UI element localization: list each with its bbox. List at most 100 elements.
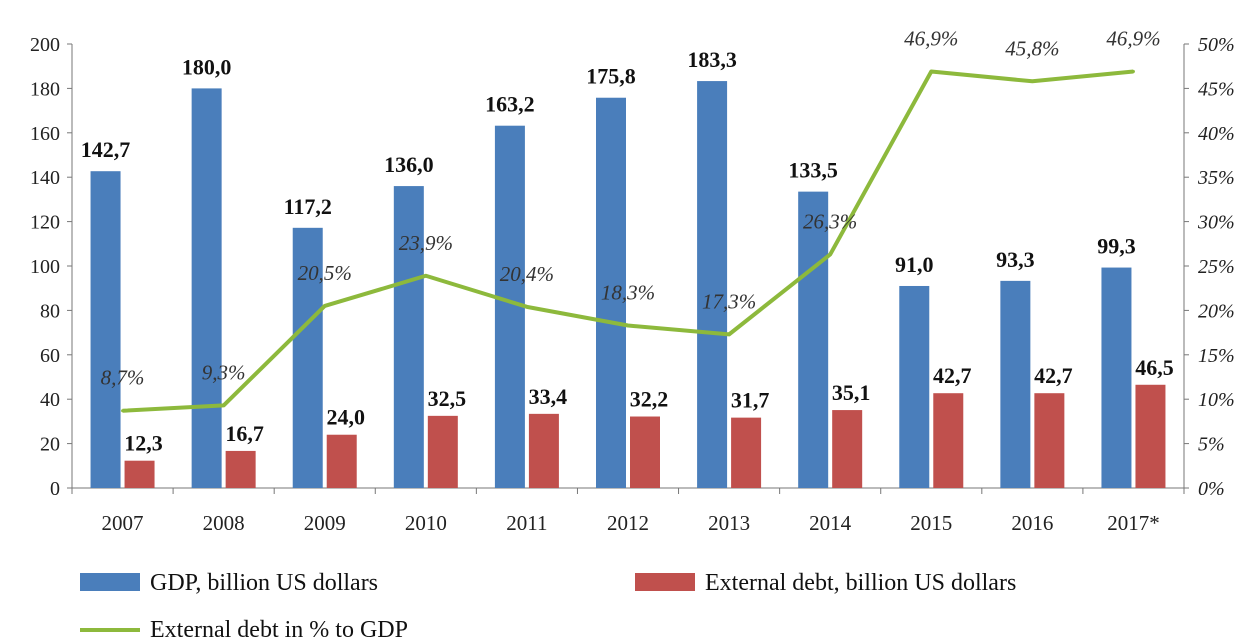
gdp-bar xyxy=(292,227,323,489)
legend-debt-swatch xyxy=(635,573,695,591)
debt-bar xyxy=(1034,393,1065,488)
x-tick-label: 2007 xyxy=(102,511,144,535)
pct-point xyxy=(121,409,125,413)
gdp-bar xyxy=(1101,267,1132,488)
bars-layer xyxy=(90,81,1166,489)
y-right-tick-label: 10% xyxy=(1198,389,1235,411)
gdp-bar xyxy=(393,186,424,488)
pct-point xyxy=(1030,79,1034,83)
pct-data-label: 20,5% xyxy=(298,261,352,285)
gdp-data-label: 175,8 xyxy=(586,64,636,89)
gdp-data-label: 142,7 xyxy=(81,137,131,162)
y-left-tick-label: 200 xyxy=(30,34,60,56)
y-right-tick-label: 5% xyxy=(1198,434,1225,456)
y-right-tick-label: 35% xyxy=(1197,167,1235,189)
x-tick-label: 2008 xyxy=(203,511,245,535)
y-left-tick-label: 180 xyxy=(30,78,60,100)
x-tick-label: 2017* xyxy=(1107,511,1160,535)
debt-bar xyxy=(630,416,660,488)
y-right-tick-label: 50% xyxy=(1198,34,1235,56)
pct-point xyxy=(424,274,428,278)
y-right-tick-label: 15% xyxy=(1198,345,1235,367)
legend-gdp-label: GDP, billion US dollars xyxy=(150,570,378,596)
debt-bar xyxy=(427,415,458,488)
y-left-tick-label: 60 xyxy=(40,345,60,367)
x-tick-label: 2010 xyxy=(405,511,447,535)
debt-data-label: 46,5 xyxy=(1135,355,1174,380)
pct-data-label: 17,3% xyxy=(702,289,756,313)
debt-data-label: 16,7 xyxy=(225,421,264,446)
y-left-tick-label: 20 xyxy=(40,434,60,456)
pct-line xyxy=(122,69,1134,413)
y-left-tick-label: 80 xyxy=(40,300,60,322)
pct-data-label: 23,9% xyxy=(399,231,453,255)
gdp-data-label: 99,3 xyxy=(1097,234,1136,259)
gdp-data-label: 183,3 xyxy=(687,47,737,72)
gdp-data-label: 163,2 xyxy=(485,92,535,117)
x-tick-label: 2013 xyxy=(708,511,750,535)
pct-data-label: 18,3% xyxy=(601,280,655,304)
y-right-tick-label: 30% xyxy=(1197,212,1235,234)
debt-data-label: 12,3 xyxy=(124,431,163,456)
debt-data-label: 42,7 xyxy=(933,363,972,388)
pct-data-label: 9,3% xyxy=(202,360,246,384)
x-tick-label: 2015 xyxy=(910,511,952,535)
gdp-bar xyxy=(798,191,829,488)
pct-point xyxy=(929,70,933,74)
gdp-data-label: 91,0 xyxy=(895,252,934,277)
gdp-bar xyxy=(697,81,728,488)
x-tick-label: 2009 xyxy=(304,511,346,535)
y-right-tick-label: 45% xyxy=(1198,78,1235,100)
debt-data-label: 31,7 xyxy=(731,388,770,413)
gdp-data-label: 180,0 xyxy=(182,54,232,79)
y-left-tick-label: 140 xyxy=(30,167,60,189)
x-tick-label: 2011 xyxy=(506,511,547,535)
pct-point xyxy=(727,332,731,336)
debt-data-label: 42,7 xyxy=(1034,363,1073,388)
line-layer xyxy=(121,69,1135,413)
debt-bar xyxy=(933,393,964,488)
pct-data-label: 20,4% xyxy=(500,262,554,286)
axes: 0 20 40 60 80 100 120 140 160 180 200 0% 5% 10% 15% 20%… xyxy=(30,34,1235,535)
debt-data-label: 32,2 xyxy=(630,387,669,412)
pct-point xyxy=(1131,70,1135,74)
debt-bar xyxy=(1135,384,1166,488)
pct-data-label: 26,3% xyxy=(803,209,857,233)
pct-data-label: 8,7% xyxy=(101,366,145,390)
gdp-data-label: 93,3 xyxy=(996,247,1035,272)
x-tick-label: 2012 xyxy=(607,511,649,535)
pct-data-label: 46,9% xyxy=(904,27,958,51)
x-tick-label: 2016 xyxy=(1011,511,1053,535)
y-left-tick-label: 160 xyxy=(30,123,60,145)
debt-data-label: 33,4 xyxy=(529,384,568,409)
legend: GDP, billion US dollars External debt, b… xyxy=(80,570,1016,643)
pct-point xyxy=(626,323,630,327)
y-left-tick-label: 0 xyxy=(50,478,60,500)
y-right-tick-label: 25% xyxy=(1198,256,1235,278)
debt-bar xyxy=(528,413,559,488)
gdp-data-label: 136,0 xyxy=(384,152,434,177)
pct-data-label: 46,9% xyxy=(1106,27,1160,51)
gdp-bar xyxy=(191,88,222,489)
debt-bar xyxy=(225,450,256,488)
debt-bar xyxy=(832,410,863,488)
debt-bar xyxy=(124,460,155,488)
y-left-tick-label: 120 xyxy=(30,212,60,234)
y-right-tick-label: 20% xyxy=(1198,300,1235,322)
data-labels-layer: 142,7 12,3 180,0 16,7 117,2 24,0 136,0 32,5 163,… xyxy=(81,27,1174,456)
debt-bar xyxy=(326,434,357,488)
gdp-data-label: 117,2 xyxy=(284,194,332,219)
gdp-bar xyxy=(494,125,525,489)
gdp-bar xyxy=(1000,280,1031,488)
pct-data-label: 45,8% xyxy=(1005,36,1059,60)
x-tick-label: 2014 xyxy=(809,511,852,535)
debt-data-label: 24,0 xyxy=(326,405,365,430)
gdp-bar xyxy=(596,97,626,488)
pct-point xyxy=(525,305,529,309)
debt-bar xyxy=(731,417,762,488)
gdp-bar xyxy=(90,171,121,488)
legend-pct-label: External debt in % to GDP xyxy=(150,617,408,643)
gdp-data-label: 133,5 xyxy=(788,158,838,183)
